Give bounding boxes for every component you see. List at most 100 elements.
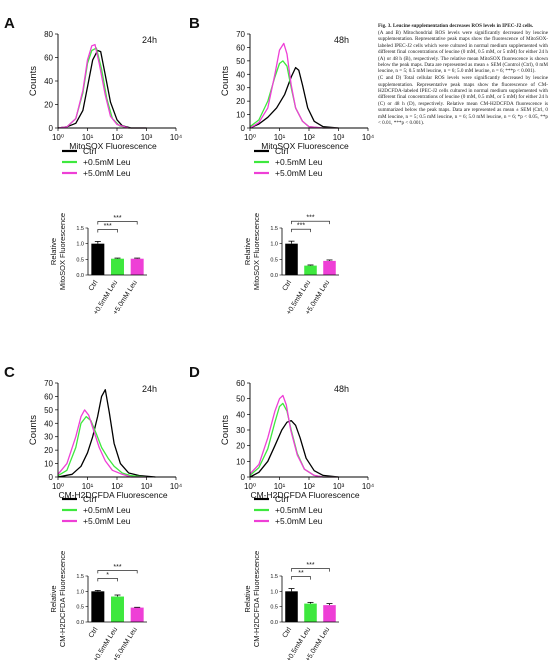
bar-y-axis-title-d: Relative xyxy=(243,585,252,612)
significance-stars-c: * xyxy=(106,572,109,579)
series-line-leu50-d xyxy=(249,394,339,478)
x-tick-label-d: 10⁰ xyxy=(244,482,256,491)
x-axis-title-c: CM-H2DCFDA Fluorescence xyxy=(58,490,167,500)
bar-1-a xyxy=(111,258,124,275)
y-tick-label-d: 30 xyxy=(236,426,245,435)
bar-y-tick-label-a: 1.0 xyxy=(76,242,84,248)
y-tick-label-b: 20 xyxy=(236,97,245,106)
legend-label-ctrl-b: Ctrl xyxy=(275,146,288,156)
bar-y-axis-title-b: MitoSOX Fluorescence xyxy=(252,213,261,290)
x-tick-label-b: 10³ xyxy=(333,133,345,142)
bar-1-b xyxy=(304,265,317,275)
bar-y-tick-label-b: 0.5 xyxy=(270,257,278,263)
bar-y-axis-title-d: CM-H2DCFDA Fluorescence xyxy=(252,551,261,647)
x-tick-label-c: 10² xyxy=(111,482,123,491)
series-line-ctrl-c xyxy=(57,389,156,478)
bar-y-tick-label-b: 1.5 xyxy=(270,226,278,232)
y-tick-label-c: 20 xyxy=(44,446,53,455)
bar-0-b xyxy=(285,243,298,275)
x-tick-label-b: 10¹ xyxy=(274,133,286,142)
bar-y-axis-title-c: Relative xyxy=(49,585,58,612)
bar-1-d xyxy=(304,603,317,622)
y-tick-label-d: 60 xyxy=(236,379,245,388)
x-tick-label-a: 10¹ xyxy=(82,133,94,142)
significance-stars-b: *** xyxy=(297,223,305,230)
bar-y-axis-title-c: CM-H2DCFDA Fluorescence xyxy=(58,551,67,647)
panel-letter-d: D xyxy=(189,364,200,381)
legend-label-leu05-d: +0.5mM Leu xyxy=(275,505,323,515)
significance-bracket-d xyxy=(291,576,311,580)
significance-stars-a: *** xyxy=(104,223,112,230)
x-tick-label-c: 10³ xyxy=(141,482,153,491)
bar-0-a xyxy=(91,243,105,275)
x-tick-label-d: 10³ xyxy=(333,482,345,491)
series-line-ctrl-b xyxy=(249,66,339,129)
bar-1-c xyxy=(111,596,124,622)
caption-paragraph-ab: (A and B) Mitochondrial ROS levels were … xyxy=(378,29,548,75)
caption-paragraph-cd: (C and D) Total cellular ROS levels were… xyxy=(378,75,548,127)
y-tick-label-a: 40 xyxy=(44,77,53,86)
figure-caption: Fig. 3. Leucine supplementation decrease… xyxy=(378,23,548,127)
y-tick-label-c: 40 xyxy=(44,419,53,428)
y-tick-label-d: 0 xyxy=(241,473,246,482)
y-axis-title-b: Counts xyxy=(220,66,231,96)
legend-label-leu05-b: +0.5mM Leu xyxy=(275,157,323,167)
y-tick-label-d: 40 xyxy=(236,410,245,419)
series-line-ctrl-a xyxy=(57,49,147,129)
x-tick-label-a: 10³ xyxy=(141,133,153,142)
x-tick-label-b: 10⁰ xyxy=(244,133,256,142)
legend-label-leu50-b: +5.0mM Leu xyxy=(275,168,323,178)
y-tick-label-b: 40 xyxy=(236,70,245,79)
bar-y-tick-label-a: 0.5 xyxy=(76,257,84,263)
legend-label-ctrl-d: Ctrl xyxy=(275,494,288,504)
significance-stars-a: *** xyxy=(113,215,121,222)
timepoint-label-c: 24h xyxy=(142,384,157,394)
legend-label-leu50-d: +5.0mM Leu xyxy=(275,516,323,526)
bar-2-c xyxy=(130,607,144,622)
x-tick-label-a: 10² xyxy=(111,133,123,142)
bar-y-tick-label-b: 0.0 xyxy=(270,273,278,279)
y-tick-label-d: 10 xyxy=(236,457,245,466)
significance-bracket-a xyxy=(97,221,138,225)
significance-bracket-a xyxy=(97,229,118,233)
y-tick-label-d: 20 xyxy=(236,442,245,451)
legend-label-ctrl-a: Ctrl xyxy=(83,146,96,156)
bar-0-d xyxy=(285,591,298,622)
x-tick-label-a: 10⁴ xyxy=(170,133,183,142)
bar-y-tick-label-a: 1.5 xyxy=(76,226,84,232)
y-tick-label-c: 30 xyxy=(44,433,53,442)
y-tick-label-b: 50 xyxy=(236,57,245,66)
x-tick-label-c: 10¹ xyxy=(82,482,94,491)
y-axis-title-a: Counts xyxy=(28,66,39,96)
caption-title: Fig. 3. Leucine supplementation decrease… xyxy=(378,23,534,29)
significance-bracket-d xyxy=(291,568,330,572)
series-line-leu50-b xyxy=(249,42,339,129)
x-axis-title-a: MitoSOX Fluorescence xyxy=(69,141,157,151)
timepoint-label-b: 48h xyxy=(334,35,349,45)
series-line-ctrl-d xyxy=(249,419,339,478)
y-tick-label-b: 0 xyxy=(241,124,246,133)
significance-stars-d: ** xyxy=(298,570,304,577)
significance-stars-c: *** xyxy=(113,564,121,571)
y-tick-label-c: 70 xyxy=(44,379,53,388)
legend-label-leu05-a: +0.5mM Leu xyxy=(83,157,131,167)
significance-stars-b: *** xyxy=(306,215,314,222)
panel-letter-c: C xyxy=(4,364,15,381)
x-tick-label-c: 10⁴ xyxy=(170,482,183,491)
y-tick-label-a: 60 xyxy=(44,54,53,63)
significance-bracket-c xyxy=(97,578,118,582)
timepoint-label-d: 48h xyxy=(334,384,349,394)
bar-y-tick-label-d: 1.5 xyxy=(270,574,278,580)
legend-label-leu05-c: +0.5mM Leu xyxy=(83,505,131,515)
significance-bracket-b xyxy=(291,220,330,225)
y-tick-label-c: 10 xyxy=(44,460,53,469)
x-axis-title-b: MitoSOX Fluorescence xyxy=(261,141,349,151)
bar-2-b xyxy=(323,260,336,275)
y-tick-label-a: 80 xyxy=(44,30,53,39)
series-line-leu50-c xyxy=(57,409,147,478)
bar-y-tick-label-d: 1.0 xyxy=(270,589,278,595)
bar-y-tick-label-c: 1.5 xyxy=(76,574,84,580)
x-tick-label-d: 10² xyxy=(303,482,315,491)
x-tick-label-b: 10⁴ xyxy=(362,133,375,142)
